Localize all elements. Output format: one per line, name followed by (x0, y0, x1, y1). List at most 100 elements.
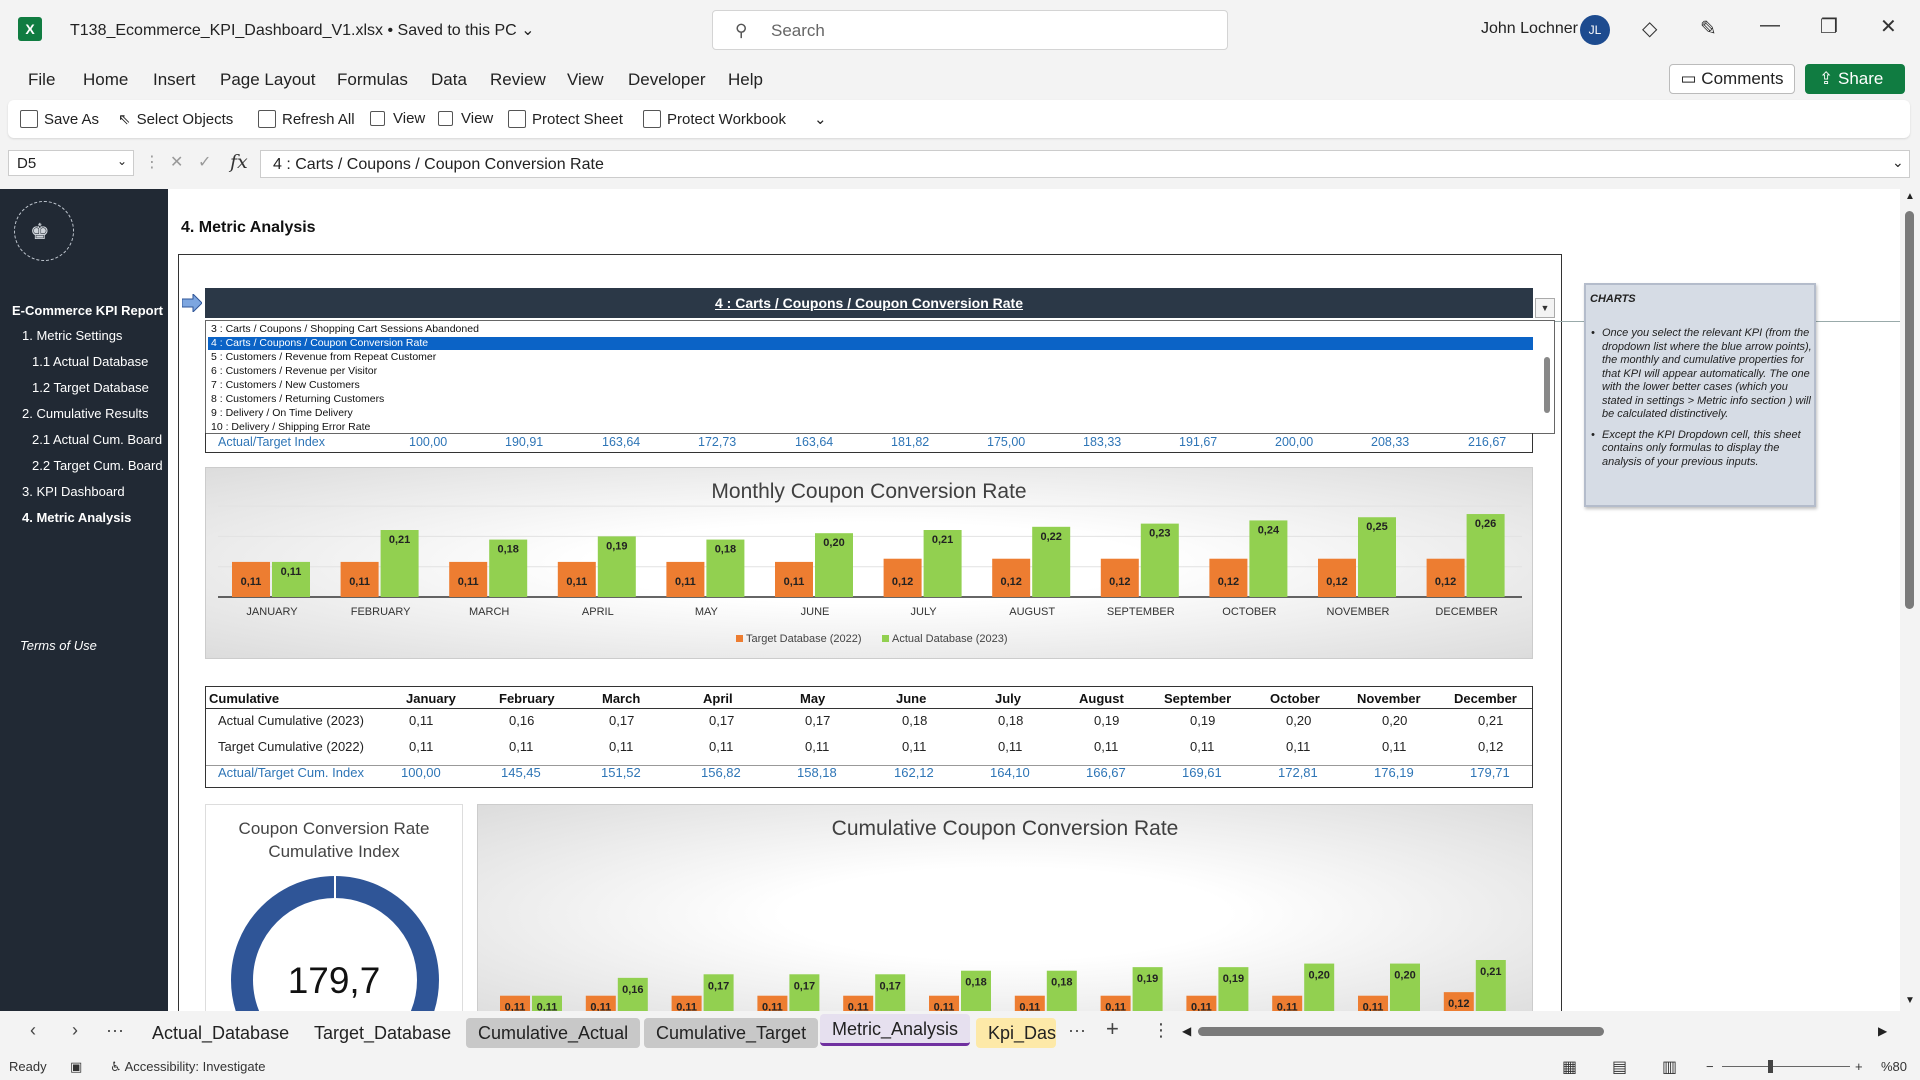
menu-home[interactable]: Home (83, 70, 129, 89)
next-sheet-icon[interactable]: › (72, 1020, 78, 1040)
kpi-dropdown[interactable]: 4 : Carts / Coupons / Coupon Conversion … (205, 288, 1533, 318)
menu-formulas[interactable]: Formulas (337, 70, 408, 89)
menu-page-layout[interactable]: Page Layout (220, 70, 316, 89)
vertical-scrollbar[interactable]: ▲ ▼ (1900, 189, 1920, 1011)
cancel-icon[interactable]: ✕ (170, 154, 184, 171)
tab-actual-database[interactable]: Actual_Database (152, 1023, 290, 1043)
horizontal-scroll-thumb[interactable] (1198, 1027, 1604, 1036)
tab-kpi-dashboard[interactable]: Kpi_Dash (976, 1018, 1056, 1048)
dropdown-option[interactable]: 6 : Customers / Revenue per Visitor (211, 365, 378, 377)
sidebar-item-target-database[interactable]: 1.2 Target Database (32, 380, 149, 395)
horizontal-scrollbar[interactable]: ◀ ▶ (1180, 1022, 1890, 1042)
sidebar-item-cumulative-results[interactable]: 2. Cumulative Results (22, 406, 149, 421)
name-box[interactable]: D5 ⌄ (8, 150, 134, 176)
menu-view[interactable]: View (567, 70, 604, 89)
sidebar-item-target-cum-board[interactable]: 2.2 Target Cum. Board (32, 458, 163, 473)
accessibility-status[interactable]: ♿ Accessibility: Investigate (110, 1059, 265, 1075)
zoom-out-icon[interactable]: − (1706, 1059, 1714, 1074)
sidebar-item-actual-database[interactable]: 1.1 Actual Database (32, 354, 149, 369)
minimize-icon[interactable]: — (1760, 14, 1780, 36)
dropdown-option[interactable]: 7 : Customers / New Customers (211, 379, 360, 391)
scroll-up-icon[interactable]: ▲ (1905, 191, 1915, 202)
page-break-view-icon[interactable]: ▥ (1662, 1059, 1678, 1076)
formula-bar: D5 ⌄ ⋮ ✕ ✓ fx 4 : Carts / Coupons / Coupo… (8, 148, 1910, 182)
more-sheets-icon[interactable]: ··· (106, 1020, 124, 1040)
monthly-chart[interactable]: Monthly Coupon Conversion Rate 0,11 0,11 J… (205, 467, 1533, 659)
tab-cumulative-actual[interactable]: Cumulative_Actual (466, 1018, 641, 1048)
dropdown-option[interactable]: 10 : Delivery / Shipping Error Rate (211, 421, 371, 433)
dropdown-option[interactable]: 5 : Customers / Revenue from Repeat Cust… (211, 351, 437, 363)
dropdown-scrollbar[interactable] (1544, 357, 1550, 413)
index-value: 200,00 (1275, 435, 1314, 449)
page-layout-view-icon[interactable]: ▤ (1612, 1059, 1628, 1076)
ribbon-overflow-icon[interactable]: ⌄ (814, 111, 827, 128)
avatar[interactable]: JL (1580, 15, 1610, 45)
normal-view-icon[interactable]: ▦ (1562, 1059, 1578, 1076)
scroll-right-icon[interactable]: ▶ (1878, 1024, 1888, 1038)
sidebar-item-actual-cum-board[interactable]: 2.1 Actual Cum. Board (32, 432, 163, 447)
donut-value: 179,7 (287, 960, 381, 1001)
select-objects-button[interactable]: ⇖ Select Objects (118, 110, 233, 128)
dropdown-option[interactable]: 8 : Customers / Returning Customers (211, 393, 385, 405)
comments-label: Comments (1701, 69, 1784, 88)
search-input[interactable]: ⚲ Search (712, 10, 1228, 50)
view-checkbox-2[interactable]: View (438, 110, 493, 127)
add-sheet-icon[interactable]: + (1106, 1016, 1119, 1041)
formula-input[interactable]: 4 : Carts / Coupons / Coupon Conversion … (260, 150, 1910, 178)
diamond-icon[interactable]: ◇ (1642, 18, 1658, 40)
menu-help[interactable]: Help (728, 70, 763, 89)
menu-developer[interactable]: Developer (628, 70, 706, 89)
protect-sheet-button[interactable]: Protect Sheet (508, 110, 623, 128)
bar-actual (961, 970, 991, 1011)
more-icon[interactable]: ⋮ (144, 154, 160, 171)
user-name[interactable]: John Lochner (1481, 20, 1578, 37)
page-title: 4. Metric Analysis (181, 219, 316, 236)
table-cell: 0,11 (1190, 739, 1215, 754)
view-checkbox-1[interactable]: View (370, 110, 425, 127)
protect-workbook-button[interactable]: Protect Workbook (643, 110, 786, 128)
function-icon[interactable]: fx (230, 151, 248, 173)
dropdown-option[interactable]: 3 : Carts / Coupons / Shopping Cart Sess… (211, 323, 479, 335)
sidebar-item-metric-settings[interactable]: 1. Metric Settings (22, 328, 123, 343)
cumulative-index-donut[interactable]: Coupon Conversion Rate Cumulative Index … (205, 804, 463, 1011)
scroll-down-icon[interactable]: ▼ (1905, 995, 1915, 1006)
zoom-level[interactable]: %80 (1881, 1059, 1908, 1074)
enter-icon[interactable]: ✓ (198, 154, 212, 171)
dropdown-arrow-icon[interactable]: ▼ (1535, 298, 1555, 318)
tab-target-database[interactable]: Target_Database (314, 1023, 452, 1043)
comments-button[interactable]: ▭ Comments (1669, 64, 1795, 94)
menu-data[interactable]: Data (431, 70, 467, 89)
zoom-in-icon[interactable]: + (1855, 1059, 1863, 1074)
bar-actual (617, 977, 648, 1011)
cumulative-chart[interactable]: Cumulative Coupon Conversion Rate 0,11 0,… (477, 804, 1533, 1011)
sheet-options-icon[interactable]: ⋮ (1152, 1020, 1170, 1040)
zoom-slider-thumb[interactable] (1768, 1060, 1773, 1073)
document-title[interactable]: T138_Ecommerce_KPI_Dashboard_V1.xlsx • S… (70, 20, 535, 40)
scroll-thumb[interactable] (1905, 211, 1914, 609)
macro-record-icon[interactable]: ▣ (70, 1059, 83, 1074)
menu-file[interactable]: File (28, 70, 56, 89)
tab-metric-analysis[interactable]: Metric_Analysis (820, 1014, 971, 1046)
restore-icon[interactable]: ❐ (1820, 16, 1838, 38)
zoom-slider[interactable] (1722, 1060, 1850, 1073)
pen-icon[interactable]: ✎ (1700, 18, 1717, 40)
sheet-tab-bar: ‹ › ··· Actual_Database Target_Database … (0, 1012, 1920, 1052)
dropdown-option[interactable]: 9 : Delivery / On Time Delivery (211, 407, 353, 419)
terms-of-use-link[interactable]: Terms of Use (20, 638, 97, 653)
menu-review[interactable]: Review (490, 70, 546, 89)
bar-target (843, 995, 874, 1011)
close-icon[interactable]: ✕ (1880, 16, 1897, 38)
refresh-all-button[interactable]: Refresh All (258, 110, 355, 128)
scroll-left-icon[interactable]: ◀ (1182, 1024, 1192, 1038)
prev-sheet-icon[interactable]: ‹ (30, 1020, 36, 1040)
tab-cumulative-target[interactable]: Cumulative_Target (644, 1018, 819, 1048)
share-button[interactable]: ⇪ Share ⌄ (1805, 64, 1905, 118)
save-as-button[interactable]: Save As (20, 110, 99, 128)
expand-formula-icon[interactable]: ⌄ (1892, 154, 1904, 170)
dropdown-option-selected[interactable]: 4 : Carts / Coupons / Coupon Conversion … (208, 337, 1533, 350)
sidebar-item-metric-analysis[interactable]: 4. Metric Analysis (22, 510, 132, 525)
data-label: 0,12 (1326, 576, 1347, 588)
more-tabs-icon[interactable]: ··· (1068, 1020, 1086, 1040)
sidebar-item-kpi-dashboard[interactable]: 3. KPI Dashboard (22, 484, 125, 499)
menu-insert[interactable]: Insert (153, 70, 196, 89)
